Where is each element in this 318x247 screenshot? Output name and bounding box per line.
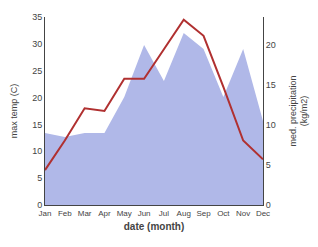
svg-text:Jan: Jan (39, 209, 52, 218)
svg-text:med. precipitation(kg/m2): med. precipitation(kg/m2) (288, 75, 310, 146)
svg-text:0: 0 (37, 200, 42, 210)
svg-text:date (month): date (month) (124, 221, 185, 232)
svg-text:15: 15 (266, 80, 276, 90)
svg-text:max temp (C): max temp (C) (9, 84, 19, 139)
svg-text:Feb: Feb (58, 209, 72, 218)
svg-text:25: 25 (32, 66, 42, 76)
svg-text:Aug: Aug (177, 209, 191, 218)
svg-text:Dec: Dec (256, 209, 270, 218)
svg-text:Jun: Jun (138, 209, 151, 218)
svg-text:Nov: Nov (236, 209, 250, 218)
svg-text:10: 10 (32, 146, 42, 156)
svg-text:5: 5 (266, 160, 271, 170)
svg-text:Apr: Apr (98, 209, 111, 218)
svg-text:0: 0 (266, 200, 271, 210)
svg-text:5: 5 (37, 173, 42, 183)
svg-text:10: 10 (266, 120, 276, 130)
svg-text:30: 30 (32, 39, 42, 49)
svg-text:Mar: Mar (78, 209, 92, 218)
svg-text:May: May (117, 209, 132, 218)
svg-text:35: 35 (32, 12, 42, 22)
svg-text:15: 15 (32, 120, 42, 130)
svg-text:20: 20 (266, 40, 276, 50)
svg-text:Sep: Sep (196, 209, 211, 218)
svg-text:Jul: Jul (159, 209, 169, 218)
svg-text:Oct: Oct (217, 209, 230, 218)
svg-text:20: 20 (32, 93, 42, 103)
